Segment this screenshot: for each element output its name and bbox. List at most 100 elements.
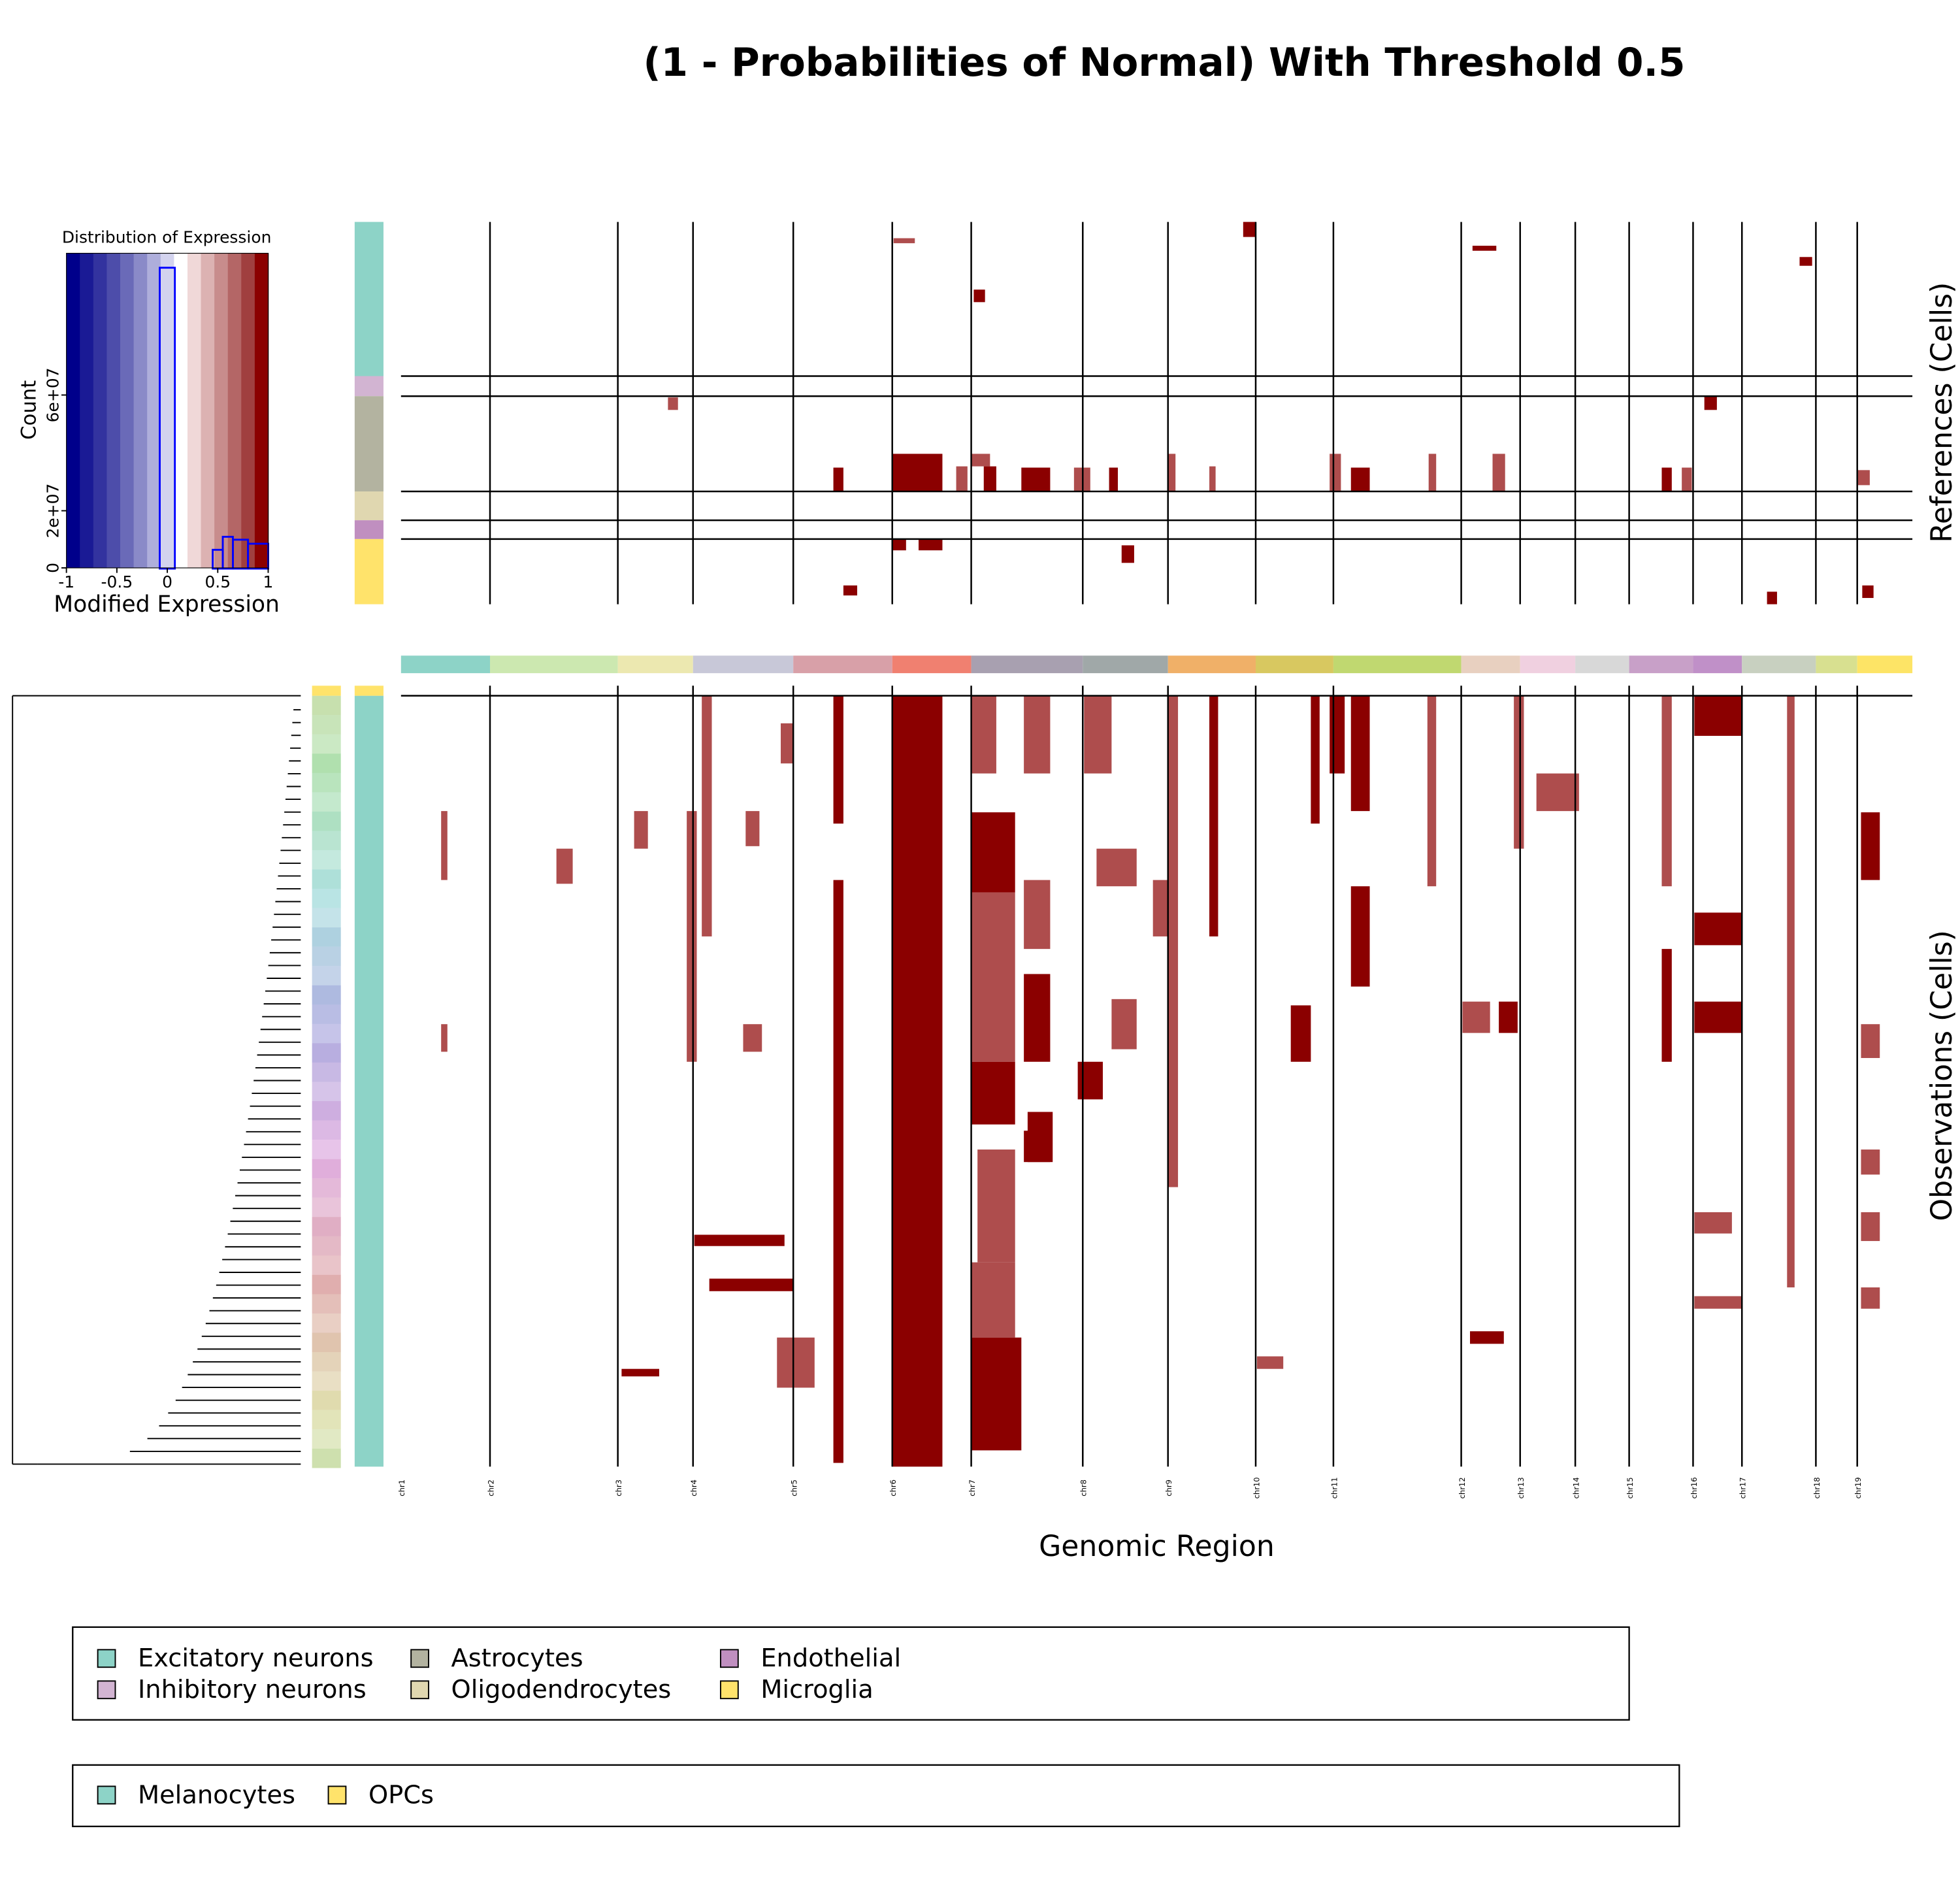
- chromosome-label: chr18: [1812, 1477, 1821, 1498]
- color-key: [187, 253, 202, 568]
- cnv-block: [441, 811, 448, 880]
- chart-title: (1 - Probabilities of Normal) With Thres…: [643, 41, 1685, 86]
- cnv-block: [971, 892, 1015, 1062]
- color-key: [106, 253, 121, 568]
- subcluster-strip: [312, 686, 341, 696]
- cnv-block: [892, 695, 943, 1467]
- chromosome-bar: [1168, 655, 1256, 674]
- x-axis-label: Genomic Region: [1039, 1530, 1275, 1563]
- cnv-block: [1024, 974, 1051, 1062]
- cnv-block: [1862, 585, 1874, 599]
- chromosome-bar: [1333, 655, 1462, 674]
- chromosome-label: chr1: [397, 1480, 406, 1497]
- chromosome-bar: [971, 655, 1083, 674]
- subcluster-strip: [312, 1410, 341, 1430]
- chromosome-label: chr6: [889, 1480, 898, 1497]
- x-tick-label: -0.5: [101, 572, 133, 591]
- chromosome-label: chr3: [614, 1480, 623, 1497]
- chromosome-label: chr13: [1516, 1477, 1526, 1498]
- cnv-block: [1350, 467, 1370, 491]
- y-tick-label: 6e+07: [43, 368, 62, 423]
- legend-swatch: [719, 1649, 739, 1668]
- cnv-block: [709, 1278, 794, 1291]
- subcluster-strip: [312, 1062, 341, 1082]
- cnv-block: [1704, 396, 1717, 410]
- subcluster-strip: [312, 1429, 341, 1449]
- legend-label: Endothelial: [760, 1644, 901, 1673]
- chromosome-bar: [1255, 655, 1333, 674]
- chromosome-label: chr8: [1079, 1480, 1088, 1497]
- subcluster-strip: [312, 1351, 341, 1372]
- histogram-frame: [66, 252, 269, 569]
- cnv-block: [1861, 1024, 1880, 1058]
- cnv-block: [1024, 880, 1051, 950]
- chromosome-label: chr4: [689, 1480, 698, 1497]
- histogram-x-label: Modified Expression: [54, 591, 280, 618]
- cnv-block: [1168, 454, 1176, 491]
- color-key: [120, 253, 135, 568]
- group-annotation: [354, 376, 384, 397]
- cnv-block: [1857, 470, 1870, 486]
- legend-swatch: [410, 1680, 429, 1700]
- cnv-block: [694, 1234, 785, 1246]
- cnv-block: [1109, 467, 1118, 491]
- subcluster-strip: [312, 715, 341, 735]
- y-tick-label: 2e+07: [43, 484, 62, 538]
- cnv-block: [441, 1024, 448, 1052]
- subcluster-strip: [312, 1236, 341, 1256]
- subcluster-strip: [312, 1313, 341, 1333]
- subcluster-strip: [312, 695, 341, 716]
- color-key: [133, 253, 148, 568]
- cnv-block: [833, 880, 843, 1463]
- legend-swatch: [327, 1785, 347, 1805]
- chromosome-label: chr16: [1690, 1477, 1699, 1498]
- cnv-block: [1096, 848, 1137, 887]
- chromosome-label: chr19: [1854, 1477, 1863, 1498]
- cnv-block: [1787, 695, 1795, 1288]
- cnv-block: [1084, 695, 1112, 774]
- chromosome-bar: [1742, 655, 1816, 674]
- cnv-block: [1861, 812, 1880, 880]
- y-tick-label: 0: [43, 563, 62, 573]
- cnv-block: [973, 290, 985, 303]
- x-tick-label: 0.5: [204, 572, 231, 591]
- chromosome-bar: [1816, 655, 1857, 674]
- subcluster-strip: [312, 889, 341, 908]
- legend-swatch: [410, 1649, 429, 1668]
- chromosome-label: chr12: [1458, 1477, 1467, 1498]
- subcluster-strip: [312, 792, 341, 812]
- observation-label: Observations (Cells): [1925, 930, 1959, 1221]
- chromosome-label: chr5: [790, 1480, 799, 1497]
- subcluster-strip: [312, 811, 341, 831]
- legend-swatch: [97, 1680, 116, 1700]
- x-tick-label: 0: [162, 572, 172, 591]
- chromosome-bar: [1575, 655, 1629, 674]
- chromosome-bar: [1693, 655, 1742, 674]
- chromosome-bar: [693, 655, 794, 674]
- legend-box: [72, 1626, 1630, 1721]
- subcluster-strip: [312, 734, 341, 754]
- subcluster-strip: [312, 831, 341, 851]
- cnv-block: [1470, 1331, 1504, 1344]
- cnv-block: [634, 811, 648, 849]
- cnv-block: [892, 454, 943, 491]
- legend-label: Oligodendrocytes: [451, 1675, 672, 1704]
- color-key: [201, 253, 215, 568]
- subcluster-strip: [312, 1100, 341, 1121]
- subcluster-strip: [312, 1371, 341, 1391]
- subcluster-strip: [312, 1120, 341, 1140]
- legend-swatch: [719, 1680, 739, 1700]
- cnv-block: [1311, 695, 1320, 824]
- cnv-block: [1661, 949, 1672, 1062]
- legend-box: [72, 1764, 1680, 1827]
- subcluster-strip: [312, 1197, 341, 1217]
- cnv-block: [1290, 1005, 1311, 1062]
- cnv-block: [1121, 545, 1134, 563]
- subcluster-strip: [312, 1217, 341, 1236]
- cnv-block: [1350, 695, 1370, 812]
- cnv-block: [919, 538, 943, 551]
- legend-label: Astrocytes: [451, 1644, 583, 1673]
- legend-label: Microglia: [760, 1675, 873, 1704]
- subcluster-strip: [312, 753, 341, 773]
- chromosome-bar: [400, 655, 490, 674]
